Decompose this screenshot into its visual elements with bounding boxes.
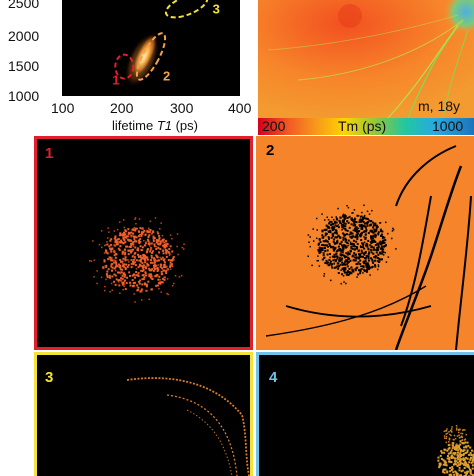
- y-tick: 2500: [8, 0, 39, 11]
- region-3-outline: [163, 0, 211, 22]
- histogram-plot: 1 2 3: [62, 0, 240, 96]
- x-axis-label-suffix: (ps): [172, 118, 198, 133]
- panel-3: 3: [34, 352, 253, 476]
- panel-2-label: 2: [266, 142, 274, 159]
- panel-2: 2: [256, 136, 474, 350]
- x-axis-label-prefix: lifetime: [112, 118, 157, 133]
- y-tick: 1000: [8, 88, 39, 104]
- y-tick: 2000: [8, 28, 39, 44]
- y-tick: 1500: [8, 58, 39, 74]
- x-tick: 400: [228, 100, 251, 116]
- panel-1: 1: [34, 136, 253, 350]
- panel-4-image: [259, 355, 474, 476]
- density-halo: [117, 27, 168, 93]
- x-tick: 100: [51, 100, 74, 116]
- x-axis-label-var: T1: [157, 118, 172, 133]
- x-tick: 200: [110, 100, 133, 116]
- panel-3-image: [37, 355, 250, 476]
- panel-1-label: 1: [45, 145, 53, 162]
- panel-4: 4: [256, 352, 474, 476]
- region-3-label: 3: [213, 2, 220, 17]
- scale-min: 200: [262, 118, 285, 134]
- panel-2-image: [256, 136, 474, 350]
- panel-1-image: [37, 139, 250, 347]
- x-tick: 300: [170, 100, 193, 116]
- region-2-label: 2: [163, 68, 170, 83]
- region-1-label: 1: [112, 73, 119, 88]
- panel-3-label: 3: [45, 369, 53, 386]
- x-axis-label: lifetime T1 (ps): [60, 118, 250, 133]
- panel-4-label: 4: [269, 369, 277, 386]
- scale-label: Tm (ps): [338, 118, 386, 134]
- fundus-caption: m, 18y: [418, 98, 460, 114]
- scale-max: 1000: [432, 118, 463, 134]
